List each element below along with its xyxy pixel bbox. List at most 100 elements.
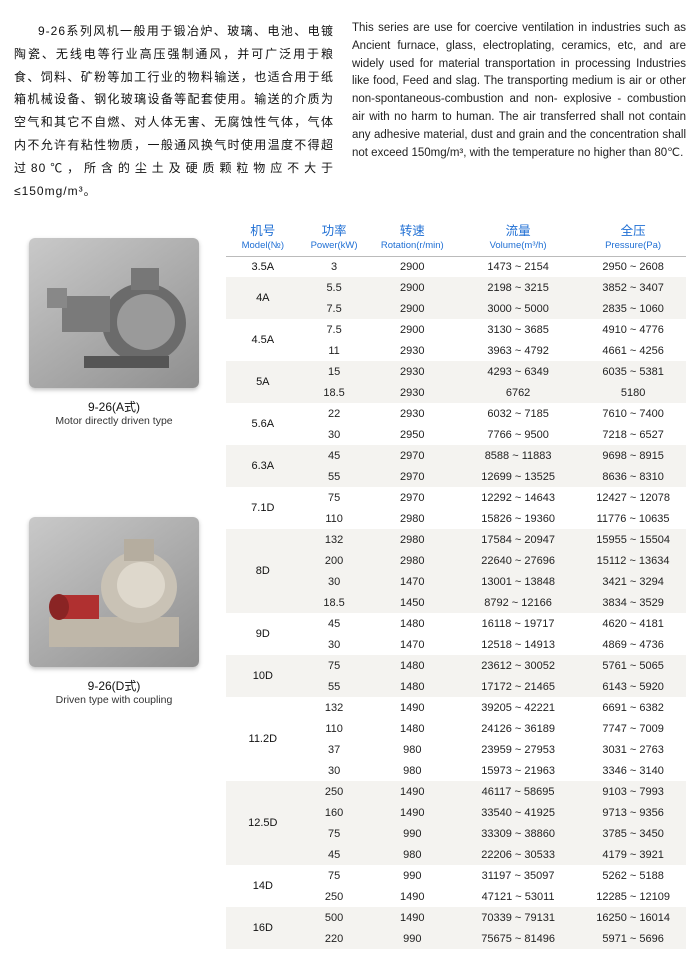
data-cell: 2980 [369,550,456,571]
data-cell: 17172 ~ 21465 [456,676,580,697]
table-row: 11.2D132149039205 ~ 422216691 ~ 6382 [226,697,686,718]
specs-table-wrap: 机号Model(№)功率Power(kW)转速Rotation(r/min)流量… [226,220,686,949]
data-cell: 2930 [369,340,456,361]
data-cell: 1480 [369,676,456,697]
col-header: 机号Model(№) [226,220,300,256]
data-cell: 13001 ~ 13848 [456,571,580,592]
model-cell: 5A [226,361,300,403]
data-cell: 980 [369,844,456,865]
data-cell: 5262 ~ 5188 [580,865,686,886]
data-cell: 6032 ~ 7185 [456,403,580,424]
data-cell: 70339 ~ 79131 [456,907,580,928]
data-cell: 2970 [369,487,456,508]
data-cell: 12292 ~ 14643 [456,487,580,508]
data-cell: 9103 ~ 7993 [580,781,686,802]
data-cell: 250 [300,886,369,907]
data-cell: 45 [300,445,369,466]
data-cell: 39205 ~ 42221 [456,697,580,718]
data-cell: 1450 [369,592,456,613]
data-cell: 2980 [369,529,456,550]
table-row: 7.1D75297012292 ~ 1464312427 ~ 12078 [226,487,686,508]
data-cell: 1473 ~ 2154 [456,256,580,277]
data-cell: 990 [369,865,456,886]
model-cell: 4A [226,277,300,319]
model-cell: 11.2D [226,697,300,781]
data-cell: 1490 [369,886,456,907]
table-row: 16D500149070339 ~ 7913116250 ~ 16014 [226,907,686,928]
figure-d-caption-cn: 9-26(D式) [88,677,141,694]
data-cell: 5180 [580,382,686,403]
data-cell: 75 [300,865,369,886]
data-cell: 9713 ~ 9356 [580,802,686,823]
data-cell: 12699 ~ 13525 [456,466,580,487]
data-cell: 4620 ~ 4181 [580,613,686,634]
data-cell: 3421 ~ 3294 [580,571,686,592]
data-cell: 132 [300,529,369,550]
data-cell: 1490 [369,697,456,718]
product-image-d [29,517,199,667]
data-cell: 2980 [369,508,456,529]
data-cell: 11 [300,340,369,361]
data-cell: 22 [300,403,369,424]
table-row: 8D132298017584 ~ 2094715955 ~ 15504 [226,529,686,550]
model-cell: 3.5A [226,256,300,277]
data-cell: 5.5 [300,277,369,298]
table-row: 3.5A329001473 ~ 21542950 ~ 2608 [226,256,686,277]
data-cell: 24126 ~ 36189 [456,718,580,739]
figure-d-caption-en: Driven type with coupling [56,694,173,706]
data-cell: 980 [369,760,456,781]
table-row: 4.5A7.529003130 ~ 36854910 ~ 4776 [226,319,686,340]
data-cell: 2950 ~ 2608 [580,256,686,277]
model-cell: 8D [226,529,300,613]
data-cell: 75675 ~ 81496 [456,928,580,949]
data-cell: 7747 ~ 7009 [580,718,686,739]
data-cell: 990 [369,823,456,844]
model-cell: 14D [226,865,300,907]
data-cell: 2835 ~ 1060 [580,298,686,319]
table-row: 14D7599031197 ~ 350975262 ~ 5188 [226,865,686,886]
data-cell: 75 [300,823,369,844]
table-row: 12.5D250149046117 ~ 586959103 ~ 7993 [226,781,686,802]
data-cell: 16118 ~ 19717 [456,613,580,634]
data-cell: 6143 ~ 5920 [580,676,686,697]
data-cell: 12518 ~ 14913 [456,634,580,655]
data-cell: 2900 [369,319,456,340]
data-cell: 110 [300,718,369,739]
model-cell: 9D [226,613,300,655]
data-cell: 8636 ~ 8310 [580,466,686,487]
data-cell: 1480 [369,718,456,739]
data-cell: 30 [300,571,369,592]
data-cell: 37 [300,739,369,760]
intro-chinese-text: 9-26系列风机一般用于锻冶炉、玻璃、电池、电镀陶瓷、无线电等行业高压强制通风，… [14,20,334,202]
data-cell: 31197 ~ 35097 [456,865,580,886]
specs-table: 机号Model(№)功率Power(kW)转速Rotation(r/min)流量… [226,220,686,949]
model-cell: 16D [226,907,300,949]
data-cell: 7766 ~ 9500 [456,424,580,445]
data-cell: 18.5 [300,592,369,613]
data-cell: 15112 ~ 13634 [580,550,686,571]
data-cell: 3031 ~ 2763 [580,739,686,760]
col-header: 转速Rotation(r/min) [369,220,456,256]
data-cell: 7.5 [300,298,369,319]
data-cell: 3 [300,256,369,277]
data-cell: 1480 [369,613,456,634]
product-image-column: 9-26(A式) Motor directly driven type 9-26… [14,220,214,949]
table-row: 5.6A2229306032 ~ 71857610 ~ 7400 [226,403,686,424]
data-cell: 30 [300,424,369,445]
intro-english-text: This series are use for coercive ventila… [352,20,686,202]
data-cell: 990 [369,928,456,949]
data-cell: 30 [300,760,369,781]
data-cell: 8588 ~ 11883 [456,445,580,466]
data-cell: 23612 ~ 30052 [456,655,580,676]
data-cell: 7218 ~ 6527 [580,424,686,445]
data-cell: 4910 ~ 4776 [580,319,686,340]
data-cell: 2950 [369,424,456,445]
data-cell: 1490 [369,781,456,802]
data-cell: 3346 ~ 3140 [580,760,686,781]
data-cell: 15 [300,361,369,382]
table-row: 6.3A4529708588 ~ 118839698 ~ 8915 [226,445,686,466]
data-cell: 5971 ~ 5696 [580,928,686,949]
data-cell: 220 [300,928,369,949]
data-cell: 47121 ~ 53011 [456,886,580,907]
data-cell: 15955 ~ 15504 [580,529,686,550]
